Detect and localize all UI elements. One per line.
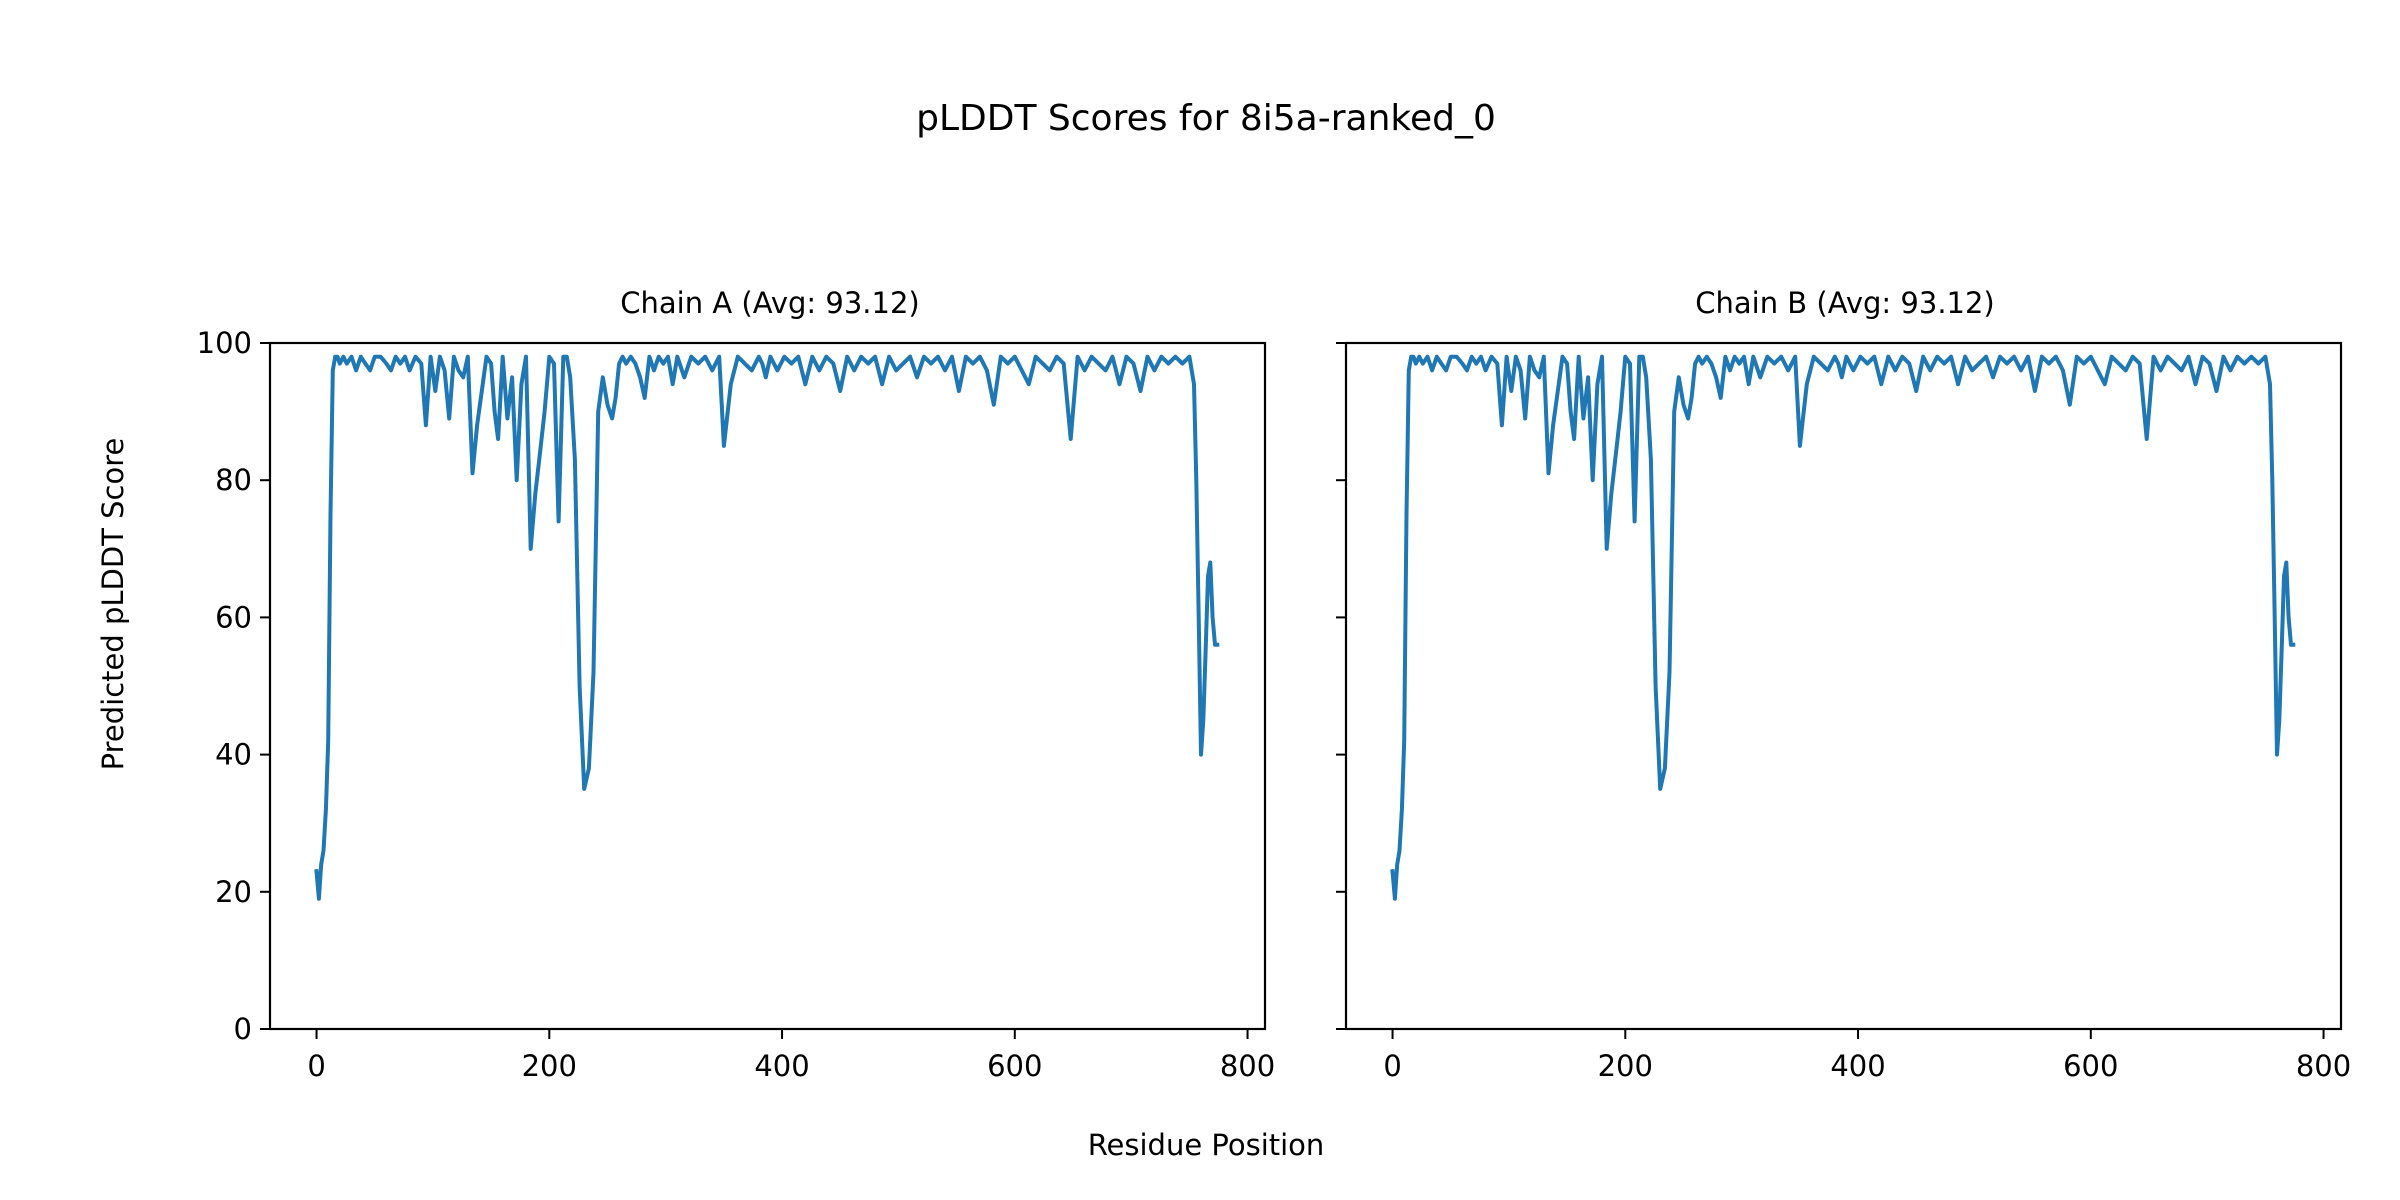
chain-a-x-tick-label: 800 — [1220, 1049, 1275, 1083]
figure-title: pLDDT Scores for 8i5a-ranked_0 — [916, 98, 1496, 139]
chain-a-y-tick-label: 80 — [215, 463, 252, 497]
shared-y-axis-label: Predicted pLDDT Score — [96, 438, 130, 771]
chain-a-y-tick-label: 100 — [197, 326, 252, 360]
chain-a-x-tick-label: 600 — [987, 1049, 1042, 1083]
chain-a-title: Chain A (Avg: 93.12) — [620, 286, 919, 320]
chain-b-x-tick-label: 0 — [1383, 1049, 1401, 1083]
chain-a-x-tick-label: 400 — [754, 1049, 809, 1083]
chain-b-panel: Chain B (Avg: 93.12) 0 200 400 600 800 — [1336, 286, 2351, 1083]
chain-a-y-tick-label: 60 — [215, 600, 252, 634]
chain-a-y-tick-label: 20 — [215, 875, 252, 909]
chain-a-x-tick-label: 200 — [522, 1049, 577, 1083]
chain-b-x-tick-label: 400 — [1830, 1049, 1885, 1083]
chain-b-x-tick-label: 600 — [2063, 1049, 2118, 1083]
chain-b-title: Chain B (Avg: 93.12) — [1695, 286, 1995, 320]
shared-x-axis-label: Residue Position — [1088, 1128, 1325, 1162]
chain-b-plot-frame — [1344, 341, 2343, 1031]
chain-a-series-line-0 — [314, 354, 1220, 901]
chain-b-x-tick-label: 800 — [2296, 1049, 2351, 1083]
chain-a-panel: Chain A (Avg: 93.12) 0 200 400 600 800 0 20 40 6… — [197, 286, 1276, 1083]
chain-a-y-tick-label: 40 — [215, 738, 252, 772]
chain-b-x-tick-label: 200 — [1598, 1049, 1653, 1083]
chain-a-plot-frame — [268, 341, 1267, 1031]
chain-a-y-tick-label: 0 — [234, 1012, 252, 1046]
chain-b-series-line-0 — [1390, 354, 2296, 901]
chain-a-x-tick-label: 0 — [307, 1049, 325, 1083]
